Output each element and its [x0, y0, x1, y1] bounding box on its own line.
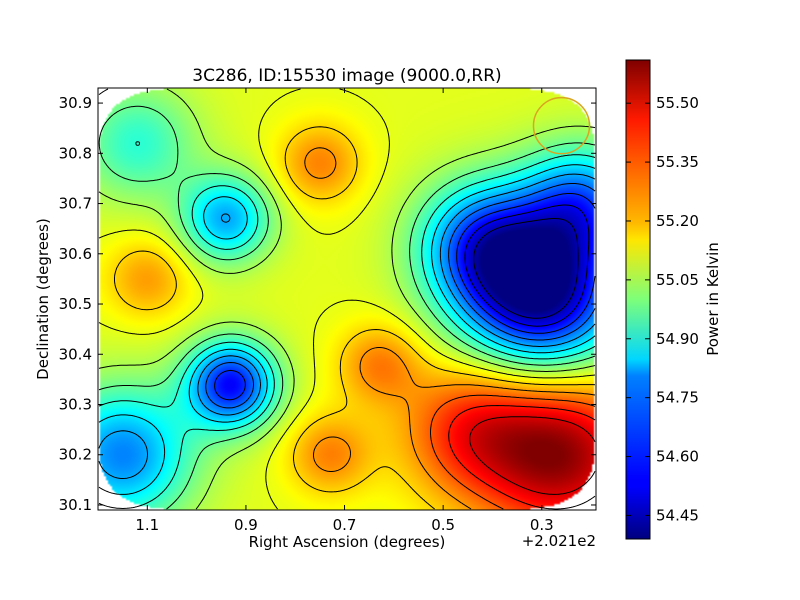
y-tick-label: 30.5: [59, 295, 92, 313]
y-tick-label: 30.3: [59, 396, 92, 414]
contour-line: [304, 147, 596, 510]
x-offset-label: +2.021e2: [522, 532, 596, 550]
y-axis-label: Declination (degrees): [34, 218, 52, 380]
contour-line: [98, 173, 596, 479]
y-tick-label: 30.2: [59, 446, 92, 464]
colorbar: 54.45 54.60 54.75 54.90 55.05 55.20 55.35 55.50…: [625, 59, 722, 540]
colorbar-tick-label: 54.75: [656, 389, 699, 407]
colorbar-tick-label: 55.05: [656, 271, 699, 289]
x-tick-label: 0.5: [431, 516, 455, 534]
y-axis-ticks: 30.1 30.2 30.3 30.4 30.5 30.6 30.7 30.8 30.9: [59, 94, 596, 514]
contour-line: [448, 405, 596, 510]
colorbar-ticks: 54.45 54.60 54.75 54.90 55.05 55.20 55.35 55.50: [626, 94, 699, 524]
beam-marker: [532, 96, 591, 155]
y-tick-label: 30.9: [59, 94, 92, 112]
colorbar-tick-label: 55.35: [656, 153, 699, 171]
y-tick-label: 30.1: [59, 496, 92, 514]
colorbar-tick-label: 54.90: [656, 330, 699, 348]
x-tick-label: 0.9: [234, 516, 258, 534]
contour-line: [98, 164, 596, 495]
colorbar-tick-label: 55.20: [656, 212, 699, 230]
x-axis-ticks: 1.1 0.9 0.7 0.5 0.3: [135, 88, 554, 534]
colorbar-tick-label: 54.45: [656, 506, 699, 524]
contour-line: [114, 126, 596, 510]
colorbar-tick-label: 55.50: [656, 94, 699, 112]
contour-line: [98, 141, 596, 509]
y-tick-label: 30.6: [59, 245, 92, 263]
contour-line: [98, 88, 596, 510]
contour-lines: [98, 88, 596, 510]
contour-line: [98, 88, 596, 510]
contour-line: [430, 394, 596, 510]
y-tick-label: 30.4: [59, 345, 92, 363]
contour-line: [473, 218, 579, 319]
colorbar-label: Power in Kelvin: [704, 242, 722, 356]
x-tick-label: 0.7: [333, 516, 357, 534]
contour-line: [98, 105, 596, 510]
plot-frame: [97, 87, 597, 511]
heatmap-image: [98, 88, 596, 510]
x-tick-label: 1.1: [135, 516, 159, 534]
x-axis-label: Right Ascension (degrees): [249, 533, 446, 551]
contour-line: [214, 193, 596, 401]
contour-line: [205, 183, 596, 409]
chart-title: 3C286, ID:15530 image (9000.0,RR): [192, 66, 501, 86]
x-tick-label: 0.3: [530, 516, 554, 534]
colorbar-gradient: [625, 59, 651, 540]
y-tick-label: 30.8: [59, 144, 92, 162]
contour-line: [469, 416, 596, 495]
y-tick-label: 30.7: [59, 195, 92, 213]
heatmap-area: [98, 88, 596, 510]
contour-line: [464, 204, 590, 327]
colorbar-tick-label: 54.60: [656, 448, 699, 466]
